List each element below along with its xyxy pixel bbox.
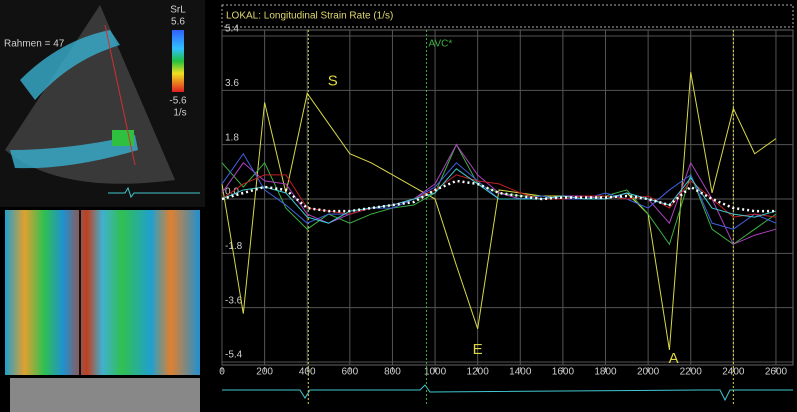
y-tick-label: 1.8 (225, 132, 239, 143)
scale-unit: 1/s (173, 108, 186, 119)
x-tick-label: 800 (384, 367, 401, 378)
annotation: S (328, 72, 338, 89)
mmode-strip (10, 378, 200, 412)
x-tick-label: 600 (341, 367, 358, 378)
x-tick-label: 1200 (467, 367, 490, 378)
series-line (222, 145, 776, 245)
chart-title: LOKAL: Longitudinal Strain Rate (1/s) (226, 11, 393, 22)
series-line (222, 145, 776, 245)
x-tick-label: 1600 (552, 367, 575, 378)
strain-map (5, 210, 200, 375)
annotation: E (473, 341, 483, 358)
y-tick-label: -5.4 (225, 350, 243, 361)
screen: Rahmen = 47 SrL 5.6 -5.6 1/s LOKAL: Long… (0, 0, 797, 412)
ecg-trace (222, 385, 793, 400)
x-tick-label: 1800 (594, 367, 617, 378)
x-tick-label: 2600 (765, 367, 788, 378)
annotation: A (669, 350, 679, 367)
series-line (222, 181, 776, 211)
scale-max: 5.6 (171, 17, 185, 28)
y-tick-label: -1.8 (225, 241, 243, 252)
color-bar (172, 30, 184, 92)
echo-panel: Rahmen = 47 SrL 5.6 -5.6 1/s (0, 0, 205, 207)
x-tick-label: 1000 (424, 367, 447, 378)
x-tick-label: 2000 (637, 367, 660, 378)
x-tick-label: 1400 (509, 367, 532, 378)
y-tick-label: 3.6 (225, 78, 239, 89)
x-tick-label: 2200 (680, 367, 703, 378)
x-tick-label: 400 (299, 367, 316, 378)
series-line (222, 169, 776, 223)
y-tick-label: -3.6 (225, 295, 243, 306)
scale-min: -5.6 (169, 96, 187, 107)
x-tick-label: 0 (219, 367, 225, 378)
frame-label: Rahmen = 47 (4, 39, 65, 50)
event-label: AVC* (429, 39, 453, 50)
x-tick-label: 200 (256, 367, 273, 378)
y-tick-label: 5.4 (225, 24, 239, 35)
scale-title: SrL (170, 5, 186, 16)
